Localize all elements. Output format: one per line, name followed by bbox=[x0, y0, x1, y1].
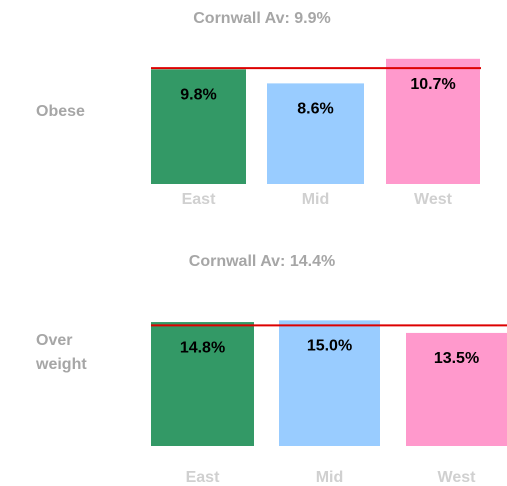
x-tick-label: Mid bbox=[316, 469, 344, 486]
x-tick-label: East bbox=[182, 191, 216, 208]
value-label: 8.6% bbox=[297, 101, 333, 118]
bar bbox=[267, 83, 364, 184]
chart-title: Cornwall Av: 14.4% bbox=[189, 253, 335, 270]
bar bbox=[406, 332, 507, 446]
bar bbox=[279, 320, 380, 446]
x-tick-label: West bbox=[438, 469, 477, 486]
chart-title: Cornwall Av: 9.9% bbox=[193, 10, 331, 27]
row-label: Over weight bbox=[36, 332, 87, 373]
value-label: 13.5% bbox=[434, 350, 479, 367]
bar bbox=[386, 58, 480, 185]
value-label: 15.0% bbox=[307, 338, 352, 355]
bar bbox=[151, 322, 254, 446]
value-label: 9.8% bbox=[180, 87, 216, 104]
x-tick-label: Mid bbox=[302, 191, 330, 208]
bar bbox=[151, 69, 246, 184]
x-tick-label: East bbox=[186, 469, 220, 486]
row-label: Obese bbox=[36, 103, 85, 120]
value-label: 14.8% bbox=[180, 339, 225, 356]
value-label: 10.7% bbox=[410, 76, 455, 93]
x-tick-label: West bbox=[414, 191, 453, 208]
